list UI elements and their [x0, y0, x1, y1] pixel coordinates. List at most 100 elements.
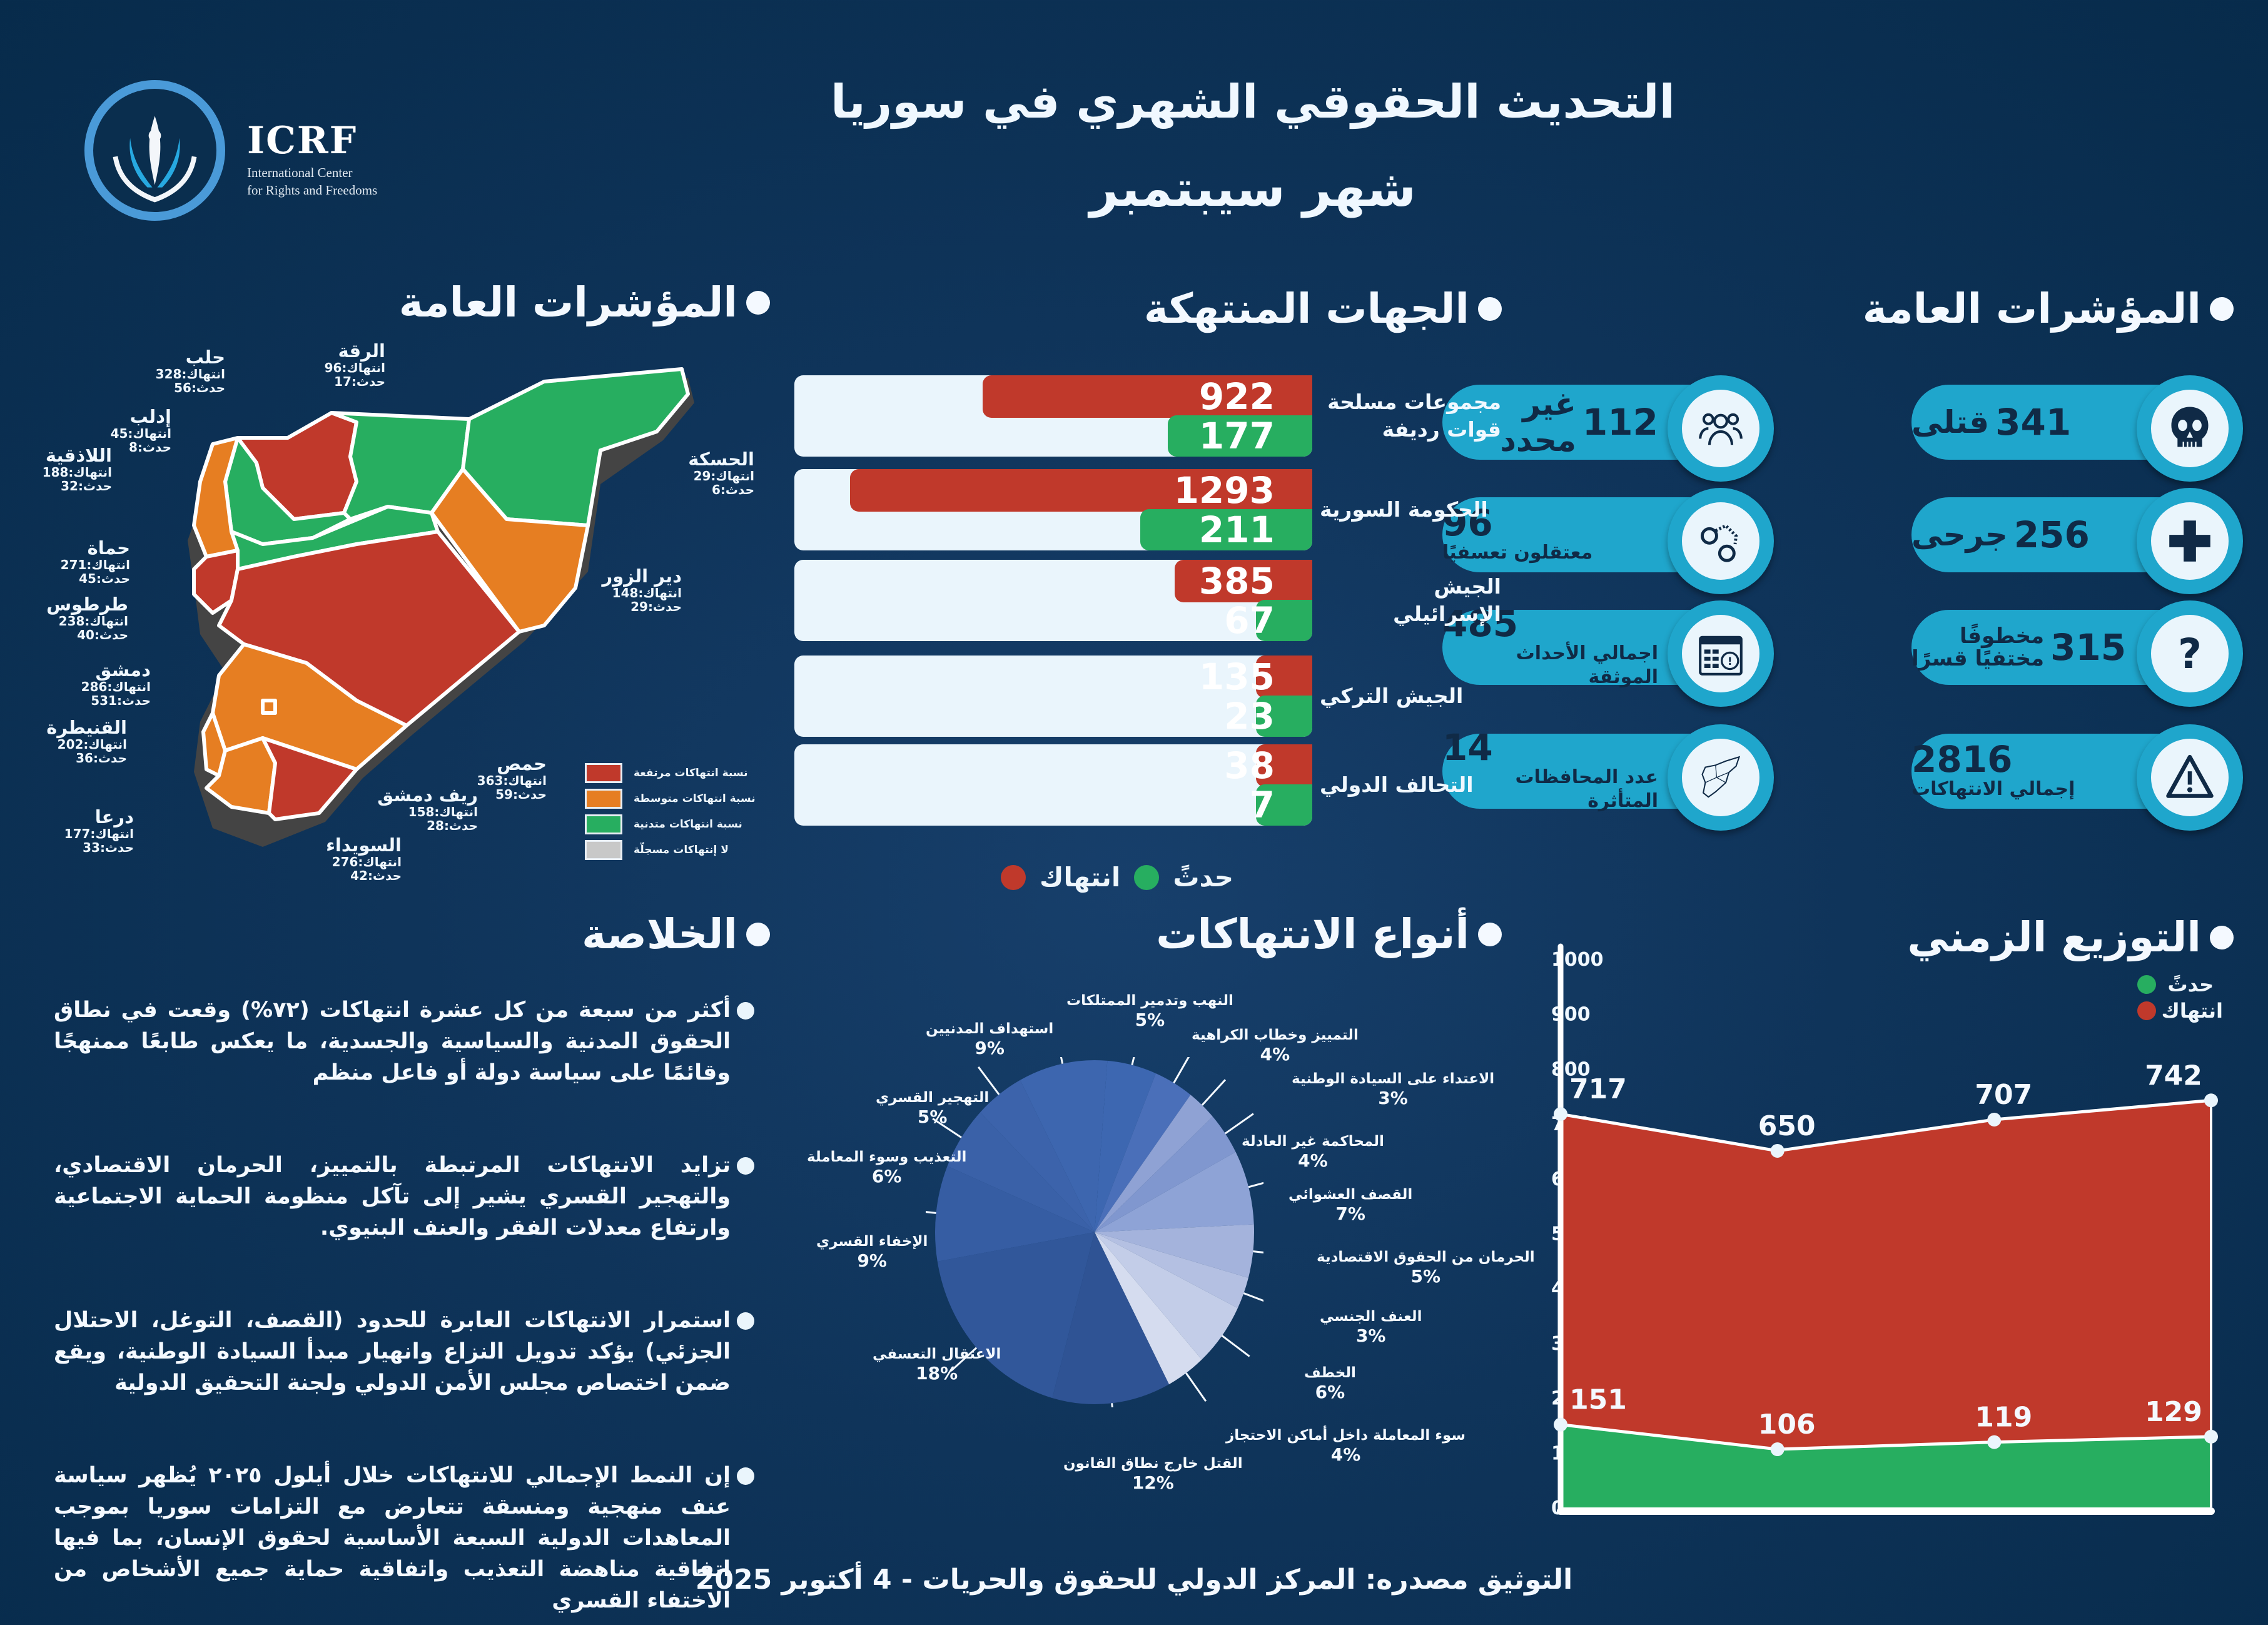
- indicator-row: 315 مخطوفًا مختفيًا قسرًا: [1911, 625, 2126, 670]
- pie-label-name: سوء المعاملة داخل أماكن الاحتجاز: [1226, 1427, 1466, 1444]
- indicator-icon-badge: [2137, 488, 2243, 594]
- pie-leader-line: [1173, 1057, 1190, 1084]
- indicator-value: 96: [1442, 502, 1493, 544]
- pie-label-name: الحرمان من الحقوق الاقتصادية: [1317, 1249, 1535, 1265]
- map-legend-swatch: [585, 788, 622, 809]
- perpetrator-row: 38567 الجيش الإسرائيلي: [794, 560, 1501, 642]
- heading-text: الخلاصة: [582, 910, 737, 958]
- indicator-label: غير محدد: [1500, 386, 1576, 458]
- pie-slice: [1095, 1152, 1254, 1232]
- indicator-icon-badge: [1668, 375, 1774, 482]
- pie-label-value: 9%: [975, 1038, 1005, 1058]
- conclusion-text: أكثر من سبعة من كل عشرة انتهاكات (٧٢%) و…: [54, 998, 731, 1085]
- heading-text: الجهات المنتهكة: [1143, 285, 1469, 333]
- map-heading: المؤشرات العامة: [399, 278, 770, 327]
- governorate-violations: انتهاك:188: [42, 465, 112, 480]
- logo-emblem-icon: [113, 116, 197, 203]
- governorate-name: الحسكة: [688, 448, 754, 470]
- data-point: [2204, 1429, 2218, 1444]
- governorate-events: حدث:59: [495, 787, 547, 802]
- legend-dot: [2137, 975, 2157, 994]
- violation-types-heading: أنواع الانتهاكات: [1156, 910, 1502, 958]
- map-label-إدلب: إدلب انتهاك:45 حدث:8: [111, 407, 171, 454]
- perpetrator-name: التحالف الدولي: [1320, 772, 1474, 797]
- pie-slice: [1095, 1095, 1213, 1232]
- region-deir-ez-zor: [430, 467, 590, 634]
- pie-slice: [1095, 1232, 1202, 1385]
- governorate-violations: انتهاك:276: [332, 854, 402, 869]
- governorate-violations: انتهاك:148: [612, 585, 682, 600]
- pie-label: استهداف المدنيين 9%: [926, 1020, 1053, 1058]
- handcuffs-icon: [1682, 502, 1759, 580]
- governorate-events: حدث:45: [79, 571, 130, 586]
- heading-bullet: [746, 922, 770, 946]
- timeline-heading: التوزيع الزمني: [1907, 913, 2234, 961]
- map-legend-label: نسبة انتهاكات مرتفعة: [634, 766, 748, 779]
- data-label: 717: [1569, 1073, 1627, 1105]
- pie-label-value: 4%: [1298, 1150, 1328, 1171]
- map-label-حمص: حمص انتهاك:363 حدث:59: [477, 754, 547, 801]
- pie-label-value: 7%: [1335, 1203, 1365, 1224]
- governorate-violations: انتهاك:45: [110, 426, 171, 441]
- map-label-الرقة: الرقة انتهاك:96 حدث:17: [325, 341, 385, 388]
- brand-name-line1: International Center: [247, 165, 353, 180]
- indicator-icon-badge: !: [1668, 600, 1774, 707]
- bullet-icon: [737, 1312, 754, 1330]
- conclusion-item: إن النمط الإجمالي للانتهاكات خلال أيلول …: [54, 1460, 754, 1616]
- violation-types-pie: [926, 1057, 1263, 1407]
- legend-violation-dot: [1001, 864, 1026, 890]
- map-label-دير الزور: دير الزور انتهاك:148 حدث:29: [602, 566, 682, 614]
- governorate-name: إدلب: [129, 406, 171, 427]
- pie-leader-line: [926, 1211, 936, 1214]
- pie-label-name: الاعتقال التعسفي: [873, 1346, 1001, 1362]
- violation-bar: 385: [1175, 560, 1312, 602]
- indicator-value: 341: [1995, 401, 2072, 443]
- pie-leader-line: [950, 1347, 978, 1372]
- pie-label: الخطف 6%: [1304, 1364, 1356, 1402]
- pie-leader-line: [932, 1118, 962, 1138]
- indicator-value: 2816: [1911, 738, 2013, 781]
- pie-label-name: التمييز وخطاب الكراهية: [1192, 1027, 1359, 1043]
- governorate-events: حدث:17: [334, 374, 385, 389]
- heading-bullet: [2210, 296, 2234, 321]
- conclusion-item: استمرار الانتهاكات العابرة للحدود (القصف…: [54, 1305, 754, 1399]
- pie-leader-line: [978, 1066, 1000, 1095]
- perpetrator-row: 1293 211 الحكومة السورية: [794, 469, 1501, 551]
- indicator-pill: 315 مخطوفًا مختفيًا قسرًا: [1911, 610, 2187, 685]
- indicator-value: 14: [1442, 726, 1493, 769]
- perpetrator-row: 13523 الجيش التركي: [794, 656, 1501, 737]
- indicators-heading: المؤشرات العامة: [1863, 285, 2234, 333]
- event-bar: 7: [1250, 784, 1312, 826]
- map-legend-swatch: [585, 762, 622, 783]
- syria-map: [188, 367, 694, 847]
- conclusion-text: إن النمط الإجمالي للانتهاكات خلال أيلول …: [54, 1463, 731, 1613]
- heading-text: المؤشرات العامة: [398, 278, 737, 327]
- data-point: [1554, 1107, 1567, 1121]
- perpetrator-name: الجيش الإسرائيلي: [1393, 574, 1501, 626]
- map-legend-swatch: [585, 814, 622, 834]
- area-violations: [1561, 1100, 2211, 1507]
- bar-track: [794, 656, 1312, 737]
- governorate-name: حمص: [497, 753, 547, 774]
- pie-label-value: 12%: [1131, 1472, 1174, 1493]
- line-violations: [1560, 1098, 2212, 1153]
- map-label-طرطوس: طرطوس انتهاك:238 حدث:40: [46, 594, 128, 642]
- map-label-دمشق: دمشق انتهاك:286 حدث:531: [81, 660, 151, 707]
- pie-label: سوء المعاملة داخل أماكن الاحتجاز 4%: [1226, 1426, 1466, 1465]
- governorate-violations: انتهاك:202: [57, 737, 127, 752]
- pie-label-value: 5%: [917, 1106, 948, 1127]
- data-label: 119: [1975, 1402, 2032, 1434]
- bullet-icon: [737, 1002, 754, 1020]
- map-legend-label: نسبة انتهاكات متدنية: [634, 818, 742, 831]
- pie-leader-line: [1131, 1057, 1135, 1066]
- indicator-label-line1: مخطوفًا: [1960, 624, 2045, 649]
- governorate-events: حدث:6: [712, 482, 754, 497]
- data-label: 151: [1569, 1384, 1627, 1416]
- pie-slice: [980, 1080, 1095, 1232]
- indicator-value: 112: [1582, 401, 1658, 443]
- governorate-events: حدث:32: [61, 478, 112, 494]
- pie-label-name: التعذيب وسوء المعاملة: [807, 1149, 967, 1165]
- governorate-events: حدث:40: [77, 627, 128, 642]
- legend-label: انتهاك: [2161, 999, 2223, 1023]
- map-legend-label: لا إنتهاكات مسجلّة: [634, 843, 729, 856]
